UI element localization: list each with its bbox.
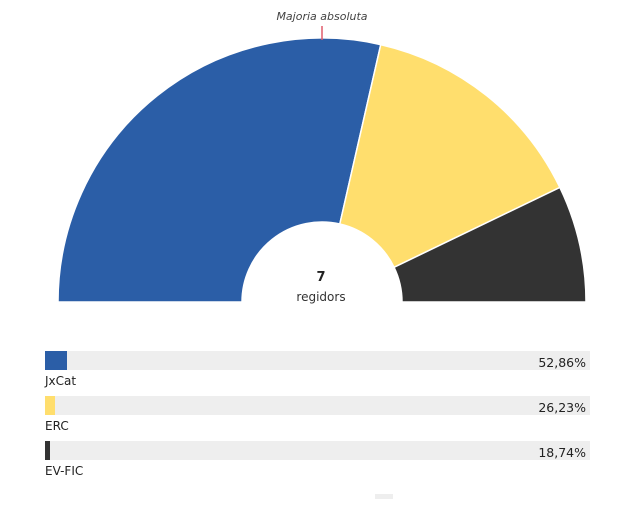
- bar-value-erc: 26,23%: [538, 400, 586, 415]
- bar-track: 18,74%: [45, 441, 590, 460]
- hemicycle-chart: [57, 26, 587, 303]
- scroll-indicator: [375, 494, 393, 499]
- hemicycle-segment-ev-fic: [393, 186, 587, 303]
- vote-share-bars: 52,86% JxCat 26,23% ERC 18,74% EV-FIC: [45, 349, 590, 484]
- bar-track: 26,23%: [45, 396, 590, 415]
- bar-fill-erc: [45, 396, 55, 415]
- bar-track: 52,86%: [45, 351, 590, 370]
- hemicycle-segment-jxcat: [57, 37, 382, 303]
- bar-value-ev-fic: 18,74%: [538, 445, 586, 460]
- bar-value-jxcat: 52,86%: [538, 355, 586, 370]
- bar-label-erc: ERC: [45, 419, 69, 433]
- bar-fill-jxcat: [45, 351, 67, 370]
- bar-label-jxcat: JxCat: [45, 374, 77, 388]
- majority-label: Majoria absoluta: [276, 10, 368, 23]
- bar-row-jxcat: 52,86% JxCat: [45, 349, 590, 394]
- total-seats-caption: regidors: [296, 290, 346, 304]
- hemicycle-segment-erc: [338, 43, 561, 269]
- total-seats-value: 7: [316, 270, 326, 285]
- bar-row-ev-fic: 18,74% EV-FIC: [45, 439, 590, 484]
- bar-label-ev-fic: EV-FIC: [45, 464, 84, 478]
- bar-fill-ev-fic: [45, 441, 50, 460]
- bar-row-erc: 26,23% ERC: [45, 394, 590, 439]
